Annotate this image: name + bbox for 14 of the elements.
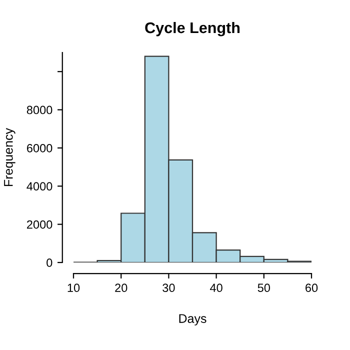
x-tick-label: 20: [115, 284, 128, 292]
x-tick-label: 60: [306, 284, 318, 292]
y-tick-label: 6000: [27, 144, 52, 152]
chart-title: Cycle Length: [145, 22, 240, 36]
y-tick-label: 4000: [26, 182, 52, 191]
x-tick-label: 40: [210, 284, 222, 292]
x-tick-label: 10: [68, 284, 80, 292]
y-tick-label: 2000: [27, 220, 52, 229]
y-tick-label: 8000: [26, 106, 52, 114]
x-tick-label: 50: [258, 284, 270, 292]
y-tick-label: 0: [46, 258, 52, 267]
x-axis-title: Days: [179, 314, 206, 326]
x-tick-label: 30: [162, 284, 175, 292]
y-axis-title: Frequency: [4, 128, 16, 186]
